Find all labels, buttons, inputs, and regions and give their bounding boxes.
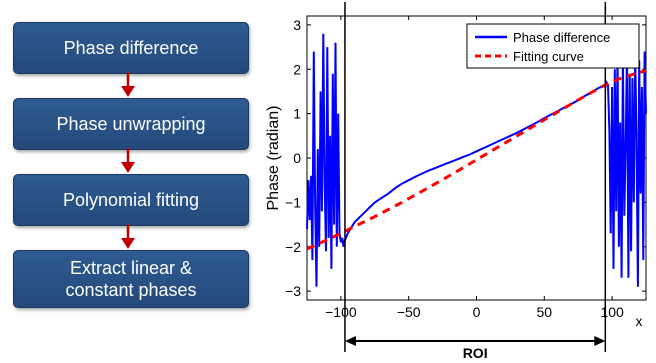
plot-area: −100 −50 0 50 100 −3 −2 −1 0 1 2 3 x Phase (radian) RO… [265, 2, 647, 361]
x-tick-label: 50 [537, 304, 553, 320]
x-axis-label: x [636, 313, 643, 329]
y-tick-label: −3 [285, 283, 301, 299]
y-tick-label: 0 [293, 150, 301, 166]
x-tick-label: −50 [397, 304, 421, 320]
arrow-down-icon [121, 224, 135, 249]
series-fitting-curve [306, 69, 647, 251]
arrow-down-icon [121, 148, 135, 173]
legend-box [466, 23, 640, 69]
legend-label-phase: Phase difference [513, 30, 610, 45]
roi-label: ROI [463, 345, 488, 361]
y-tick-label: 3 [293, 17, 301, 33]
y-axis-label: Phase (radian) [265, 106, 282, 211]
legend-label-fit: Fitting curve [513, 49, 584, 64]
series-phase-difference [306, 33, 647, 287]
y-tick-label: −1 [285, 194, 301, 210]
x-tick-label: 100 [600, 304, 624, 320]
x-tick-label: 0 [473, 304, 481, 320]
y-tick-label: 1 [293, 106, 301, 122]
arrow-down-icon [121, 72, 135, 97]
step-polynomial-fitting: Polynomial fitting [13, 174, 249, 226]
roi-arrow-left-head [344, 336, 356, 346]
y-tick-label: −2 [285, 239, 301, 255]
y-tick-label: 2 [293, 61, 301, 77]
roi-arrow-right-head [594, 336, 606, 346]
step-extract-phases: Extract linear & constant phases [13, 250, 249, 308]
step-phase-unwrapping: Phase unwrapping [13, 98, 249, 150]
step-phase-difference: Phase difference [13, 22, 249, 74]
x-tick-label: −100 [325, 304, 357, 320]
